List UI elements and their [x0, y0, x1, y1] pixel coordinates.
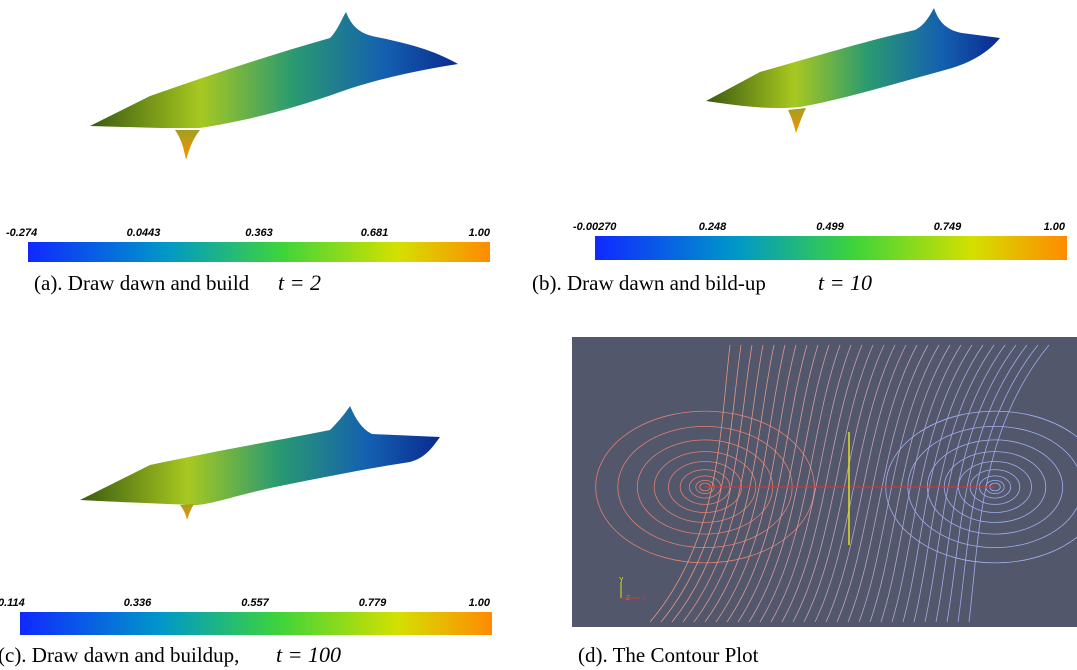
- figure: Y Z X (a). Draw dawn and build t = 2 (b)…: [0, 0, 1077, 670]
- caption-math: t = 2: [278, 270, 321, 295]
- caption: (c). Draw dawn and buildup,: [0, 643, 239, 667]
- surface-spike: [175, 130, 200, 160]
- colorbar-label: 0.681: [361, 227, 389, 239]
- colorbar: [28, 242, 490, 262]
- colorbar-label: 1.00: [469, 597, 491, 609]
- axis-label: Y: [619, 577, 624, 584]
- colorbar: [595, 236, 1067, 260]
- caption-math: t = 100: [276, 642, 341, 667]
- axis-label: X: [642, 595, 647, 602]
- page: Y Z X (a). Draw dawn and build t = 2 (b)…: [0, 0, 1077, 670]
- colorbar-label: 0.779: [359, 597, 387, 609]
- surface: [90, 12, 458, 128]
- colorbar-label: 0.336: [124, 597, 152, 609]
- axis-label: Z: [626, 595, 631, 602]
- colorbar-label: 0.363: [245, 227, 273, 239]
- colorbar-label: -0.00270: [573, 221, 617, 233]
- colorbar-label: 0.499: [816, 221, 844, 233]
- caption: (a). Draw dawn and build: [34, 271, 250, 295]
- surface-spike: [180, 504, 194, 520]
- colorbar-label: 0.749: [934, 221, 962, 233]
- surface: [80, 406, 440, 505]
- colorbar-label: 1.00: [1044, 221, 1066, 233]
- colorbar-label: 0.557: [241, 597, 269, 609]
- surface-spike: [788, 108, 806, 133]
- colorbar-label: 1.00: [469, 227, 491, 239]
- caption-math: t = 10: [818, 270, 872, 295]
- colorbar-label: -0.274: [6, 227, 37, 239]
- surface: [706, 8, 1000, 108]
- colorbar-label: 0.114: [0, 597, 25, 609]
- colorbar-label: 0.248: [699, 221, 727, 233]
- caption: (d). The Contour Plot: [578, 643, 759, 667]
- colorbar: [20, 612, 492, 635]
- colorbar-label: 0.0443: [127, 227, 161, 239]
- caption: (b). Draw dawn and bild-up: [532, 271, 766, 295]
